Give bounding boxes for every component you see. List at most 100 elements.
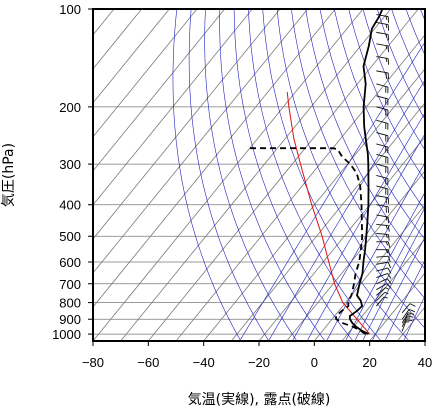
dry-adiabat <box>188 9 270 341</box>
wind-barb <box>376 255 391 263</box>
wind-barb <box>401 319 413 332</box>
wind-barb <box>376 232 390 241</box>
wind-barb <box>401 308 415 320</box>
dry-adiabat <box>276 9 425 329</box>
isotherm-line <box>148 9 419 341</box>
wind-barb <box>376 119 389 130</box>
y-tick-label: 900 <box>59 312 81 327</box>
mixing-ratio-line <box>239 41 425 341</box>
wind-barb <box>376 261 392 269</box>
mixing-ratio-line <box>345 191 425 341</box>
x-axis: −80 −60 −40 −20 0 20 40 <box>82 341 432 370</box>
wind-barb <box>376 278 392 285</box>
isotherm-line <box>93 9 170 104</box>
x-tick-label: −20 <box>248 355 270 370</box>
mixing-ratio-layer <box>239 41 425 341</box>
wind-barb <box>376 83 389 94</box>
y-tick-label: 100 <box>59 2 81 17</box>
plot-background <box>93 9 425 341</box>
profile-layer <box>249 9 384 335</box>
wind-barb <box>376 224 390 232</box>
x-tick-label: −80 <box>82 355 104 370</box>
wind-barb <box>376 106 389 117</box>
isotherm-line <box>93 9 336 308</box>
isotherm-line <box>93 9 308 274</box>
wind-barb <box>376 56 390 65</box>
wind-barb <box>376 14 390 23</box>
mixing-ratio-line <box>292 112 425 341</box>
y-tick-label: 600 <box>59 255 81 270</box>
x-tick-label: 0 <box>311 355 318 370</box>
mixing-ratio-line <box>306 133 425 341</box>
wind-barb <box>376 153 389 164</box>
isotherm-line <box>93 9 225 172</box>
isotherm-line <box>93 9 198 138</box>
x-tick-label: −40 <box>193 355 215 370</box>
parcel-path-line <box>286 91 371 335</box>
y-axis-title: 気圧(hPa) <box>1 143 17 207</box>
y-tick-label: 800 <box>59 296 81 311</box>
dry-adiabat <box>334 9 425 211</box>
isotherm-line <box>93 9 364 341</box>
mixing-ratio-line <box>403 295 425 341</box>
isotherm-line <box>341 238 425 341</box>
wind-barb <box>376 291 389 302</box>
dry-adiabat <box>291 9 425 299</box>
dry-adiabat <box>172 9 242 341</box>
wind-barb <box>376 95 389 106</box>
mixing-ratio-line <box>268 79 425 341</box>
wind-barb-layer <box>376 14 416 332</box>
mixing-ratio-line <box>384 259 425 341</box>
wind-barb <box>376 287 390 296</box>
wind-barb <box>376 273 392 279</box>
isotherm-line <box>231 102 425 341</box>
wind-barb <box>376 267 392 274</box>
wind-barb <box>376 43 390 53</box>
isotherm-line <box>93 9 142 70</box>
wind-barb <box>376 185 389 196</box>
mixing-ratio-line <box>354 206 425 341</box>
dewpoint-line <box>249 147 367 335</box>
mixing-ratio-line <box>371 236 425 341</box>
y-tick-label: 300 <box>59 157 81 172</box>
wind-barb <box>401 303 416 314</box>
wind-barb <box>376 249 391 256</box>
dry-adiabat <box>348 9 425 181</box>
x-axis-title: 気温(実線), 露点(破線) <box>188 392 331 408</box>
wind-barb <box>401 312 415 324</box>
dry-adiabat <box>319 9 425 241</box>
isotherm-line <box>203 68 425 341</box>
y-tick-label: 200 <box>59 100 81 115</box>
mixing-ratio-line <box>362 219 425 341</box>
dry-adiabat <box>219 9 326 341</box>
isotherm-line <box>424 340 425 341</box>
wind-barb <box>376 195 390 204</box>
temperature-line <box>348 9 384 335</box>
isotherm-line <box>175 34 425 341</box>
wind-barb <box>376 214 390 224</box>
x-tick-label: −60 <box>137 355 159 370</box>
wind-barb <box>376 143 389 154</box>
isotherm-line <box>120 9 391 341</box>
isotherm-line <box>93 9 253 206</box>
y-tick-label: 500 <box>59 229 81 244</box>
wind-barb <box>376 163 389 174</box>
isotherm-line <box>369 272 425 341</box>
wind-barb <box>376 204 390 214</box>
x-tick-label: 20 <box>362 355 376 370</box>
dry-adiabat <box>248 9 382 341</box>
wind-barb <box>401 315 414 328</box>
wind-barb <box>376 296 388 307</box>
dry-adiabat <box>305 9 425 270</box>
wind-barb <box>376 241 391 248</box>
wind-barb <box>376 132 389 142</box>
wind-barb <box>376 22 390 31</box>
isotherm-line <box>93 9 281 240</box>
wind-barb <box>376 31 390 41</box>
grid-layer <box>93 9 425 341</box>
wind-barb <box>376 174 389 185</box>
dry-adiabat <box>262 9 410 341</box>
wind-barb <box>376 70 390 80</box>
